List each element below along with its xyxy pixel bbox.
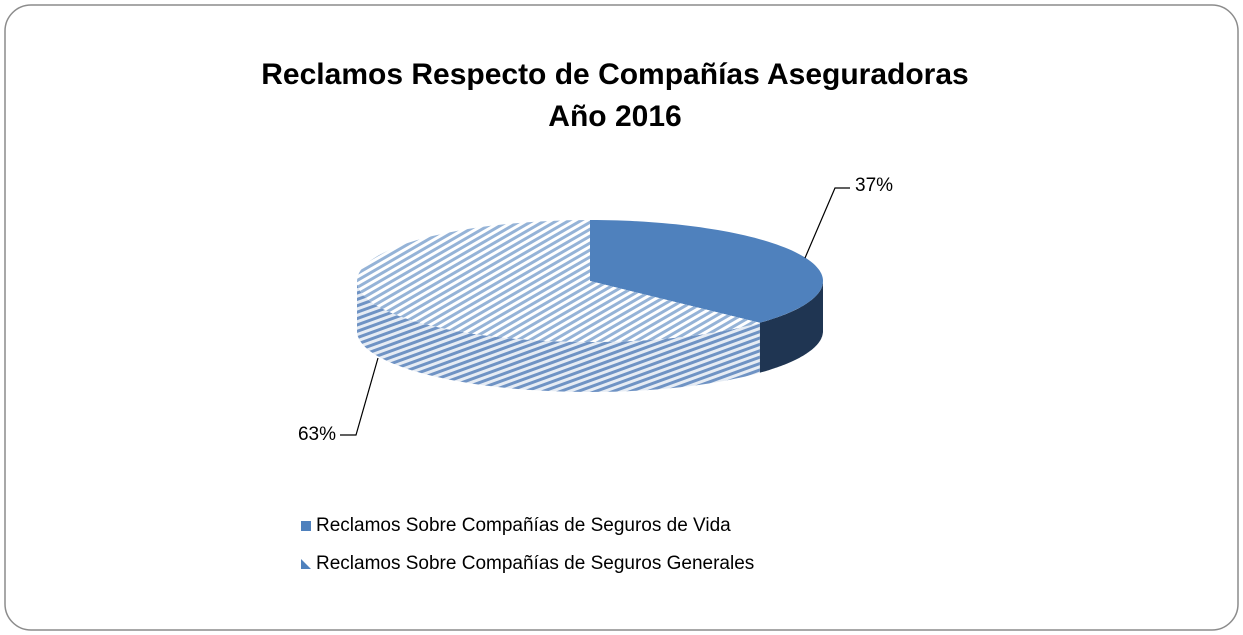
pie-slice [357, 220, 760, 392]
chart-title: Año 2016 [548, 100, 681, 133]
legend-swatch [301, 521, 311, 531]
data-label: 63% [298, 424, 336, 445]
leader-line [804, 187, 850, 259]
pie-slice [590, 220, 823, 373]
legend-label: Reclamos Sobre Compañías de Seguros Gene… [316, 553, 754, 574]
data-label: 37% [855, 175, 893, 196]
slice-side [759, 281, 823, 373]
slice-top [357, 220, 760, 342]
slice-side [357, 281, 760, 392]
legend-label: Reclamos Sobre Compañías de Seguros de V… [316, 515, 731, 536]
legend-swatch [301, 559, 311, 569]
leader-line [340, 357, 379, 436]
slice-top [590, 220, 823, 323]
chart-title: Reclamos Respecto de Compañías Asegurado… [261, 58, 968, 91]
